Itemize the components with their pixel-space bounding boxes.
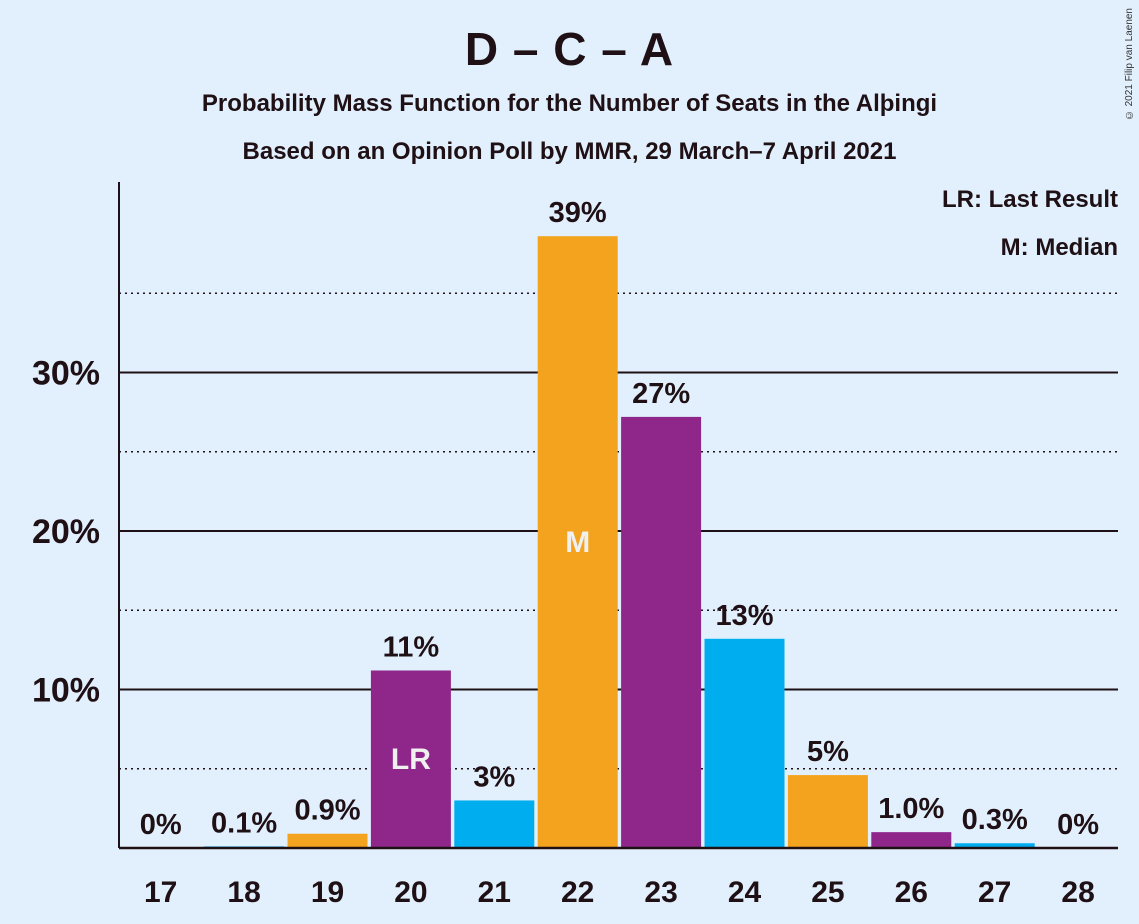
value-label-25: 5%: [807, 736, 849, 768]
x-tick-17: 17: [144, 876, 177, 909]
x-tick-22: 22: [561, 876, 594, 909]
chart-source-line: Based on an Opinion Poll by MMR, 29 Marc…: [242, 138, 897, 165]
x-tick-27: 27: [978, 876, 1011, 909]
value-label-17: 0%: [140, 809, 182, 841]
chart-title: D – C – A: [464, 23, 675, 75]
bars: [204, 236, 1035, 848]
x-tick-20: 20: [394, 876, 427, 909]
value-label-27: 0.3%: [962, 804, 1028, 836]
value-label-28: 0%: [1057, 809, 1099, 841]
axes: [118, 182, 1118, 850]
value-label-19: 0.9%: [294, 795, 360, 827]
x-axis-ticks: 17 18 19 20 21 22 23 24 25 26 27 28: [144, 876, 1095, 909]
x-tick-19: 19: [311, 876, 344, 909]
bar-24: [704, 638, 785, 848]
bar-27: [954, 843, 1035, 848]
y-tick-20: 20%: [32, 513, 100, 551]
value-label-23: 27%: [632, 378, 690, 410]
x-tick-18: 18: [227, 876, 260, 909]
x-tick-21: 21: [478, 876, 511, 909]
marker-lr: LR: [391, 743, 431, 776]
value-label-26: 1.0%: [878, 793, 944, 825]
bar-26: [871, 832, 952, 848]
x-tick-24: 24: [728, 876, 762, 909]
x-tick-26: 26: [895, 876, 928, 909]
chart-subtitle: Probability Mass Function for the Number…: [201, 90, 938, 117]
value-label-20: 11%: [383, 631, 440, 663]
value-label-24: 13%: [715, 600, 773, 632]
y-axis-ticks: 10% 20% 30%: [32, 355, 100, 710]
bar-25: [787, 775, 868, 848]
bar-21: [454, 800, 535, 848]
y-tick-10: 10%: [32, 672, 100, 710]
marker-m: M: [565, 526, 590, 559]
value-label-22: 39%: [549, 197, 607, 229]
x-tick-28: 28: [1061, 876, 1094, 909]
x-tick-23: 23: [644, 876, 677, 909]
bar-22: [537, 236, 618, 848]
y-tick-30: 30%: [32, 355, 100, 393]
bar-19: [287, 833, 368, 848]
gridlines: [119, 292, 1118, 770]
bar-20: [370, 670, 451, 848]
legend-last-result: LR: Last Result: [941, 186, 1118, 213]
bar-23: [621, 416, 702, 848]
x-tick-25: 25: [811, 876, 844, 909]
value-label-18: 0.1%: [211, 807, 277, 839]
value-labels: 0% 0.1% 0.9% 11% LR 3% 39% M 27% 13% 5% 1.0% 0.3% 0%: [140, 197, 1100, 841]
legend-median: M: Median: [1000, 234, 1118, 261]
value-label-21: 3%: [473, 761, 515, 793]
